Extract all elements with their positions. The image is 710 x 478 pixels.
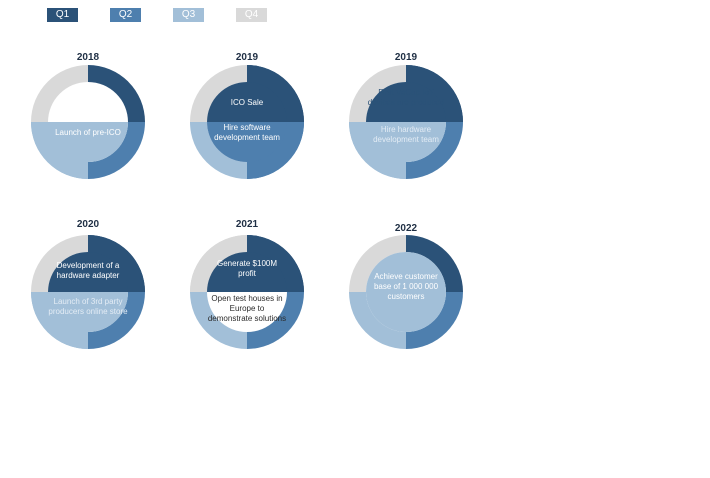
milestone-2019-q1-iot: First VeCap IoT devices are produced — [367, 88, 445, 107]
legend-q4: Q4 — [236, 8, 267, 22]
ring-graphic — [349, 65, 463, 179]
roadmap-ring-2018 — [30, 64, 146, 180]
year-label-2020: 2020 — [76, 219, 100, 230]
milestone-2019-q2-software: Hire software development team — [214, 123, 280, 142]
inner-half-bottom — [48, 292, 128, 332]
milestone-2020-q3-store: Launch of 3rd party producers online sto… — [48, 297, 128, 316]
year-label-2018: 2018 — [76, 52, 100, 63]
roadmap-ring-2021 — [189, 234, 305, 350]
inner-fill-q3 — [366, 252, 446, 332]
milestone-2021-q4-europe: Open test houses in Europe to demonstrat… — [207, 294, 287, 323]
ring-graphic — [31, 65, 145, 179]
milestone-2021-q1-profit: Generate $100M profit — [216, 259, 278, 278]
milestone-2019-q3-hardware: Hire hardware development team — [373, 125, 439, 144]
inner-half-bottom — [48, 122, 128, 162]
milestone-2019-q1-ico: ICO Sale — [230, 98, 264, 107]
inner-half-top — [366, 82, 446, 122]
year-label-2021: 2021 — [235, 219, 259, 230]
inner-half-top — [207, 252, 287, 292]
roadmap-ring-2022 — [348, 234, 464, 350]
ring-graphic — [31, 235, 145, 349]
inner-half-bottom — [207, 122, 287, 162]
milestone-2022-q3-customers: Achieve customer base of 1 000 000 custo… — [373, 272, 439, 301]
milestone-2018-q3: Launch of pre-ICO — [55, 128, 121, 137]
milestone-2020-q1-adapter: Development of a hardware adapter — [56, 261, 120, 280]
inner-half-top — [48, 252, 128, 292]
inner-half-top — [207, 82, 287, 122]
year-label-2019-b: 2019 — [394, 52, 418, 63]
year-label-2019-a: 2019 — [235, 52, 259, 63]
roadmap-ring-2020 — [30, 234, 146, 350]
inner-half-bottom — [366, 122, 446, 162]
roadmap-ring-2019-a — [189, 64, 305, 180]
ring-graphic — [190, 235, 304, 349]
ring-graphic — [349, 235, 463, 349]
legend-q2: Q2 — [110, 8, 141, 22]
ring-graphic — [190, 65, 304, 179]
legend-q3: Q3 — [173, 8, 204, 22]
roadmap-ring-2019-b — [348, 64, 464, 180]
year-label-2022: 2022 — [394, 223, 418, 234]
legend-q1: Q1 — [47, 8, 78, 22]
